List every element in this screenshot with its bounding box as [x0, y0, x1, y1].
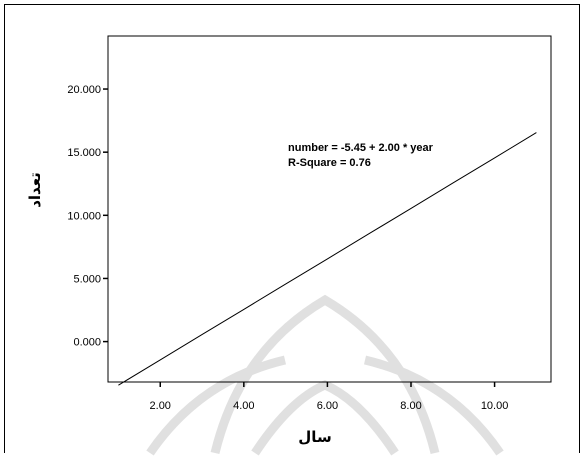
x-tick-label: 2.00 [150, 400, 171, 412]
watermark-arc-inner [251, 380, 399, 456]
fit-line [118, 132, 537, 386]
x-tick-label: 6.00 [317, 400, 338, 412]
figure-border [4, 4, 580, 453]
y-tick-label: 20.000 [67, 84, 101, 96]
x-tick-label: 4.00 [233, 400, 254, 412]
regression-equation: number = -5.45 + 2.00 * year [288, 142, 434, 154]
watermark-arc-right [363, 355, 504, 456]
watermark-ornament [146, 294, 504, 456]
x-tick-label: 10.00 [481, 400, 509, 412]
y-axis-title: تعداد [26, 172, 44, 208]
x-axis: 2.00 4.00 6.00 8.00 10.00 [150, 382, 509, 412]
y-axis: 0.000 5.000 10.000 15.000 20.000 [67, 84, 108, 349]
series-layer [118, 132, 537, 386]
watermark-arc-left [146, 355, 287, 456]
r-square-label: R-Square = 0.76 [288, 157, 371, 169]
y-tick-label: 15.000 [67, 147, 101, 159]
y-tick-label: 10.000 [67, 210, 101, 222]
plot-area [107, 35, 552, 383]
watermark-arc-center [210, 294, 440, 455]
y-tick-label: 0.000 [73, 337, 101, 349]
x-axis-title: سال [298, 428, 331, 446]
x-tick-label: 8.00 [400, 400, 421, 412]
y-tick-label: 5.000 [73, 273, 101, 285]
